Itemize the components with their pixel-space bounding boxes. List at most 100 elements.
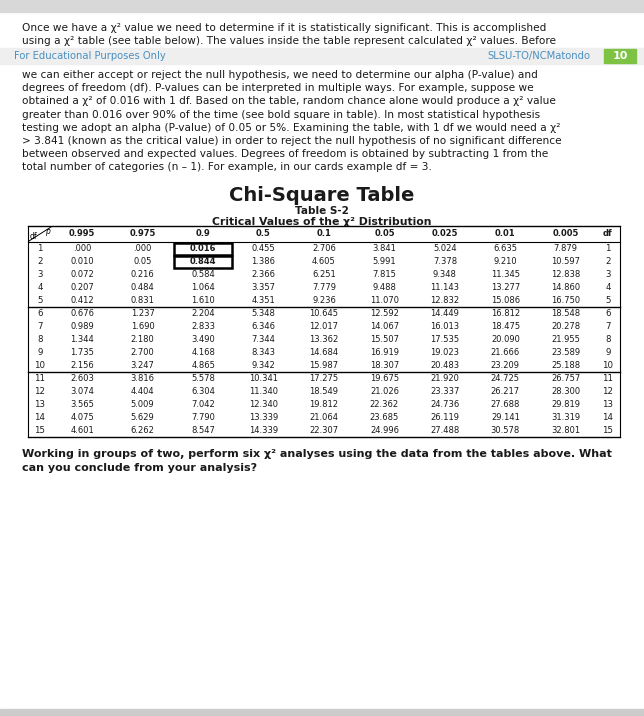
Text: 4.865: 4.865	[191, 361, 215, 370]
Text: df: df	[30, 232, 37, 241]
Text: 18.307: 18.307	[370, 361, 399, 370]
Text: 2: 2	[37, 257, 43, 266]
Text: 4.168: 4.168	[191, 348, 215, 357]
Text: 16.812: 16.812	[491, 309, 520, 318]
Text: 30.578: 30.578	[491, 426, 520, 435]
Text: 0.995: 0.995	[69, 230, 95, 238]
Text: 22.362: 22.362	[370, 400, 399, 409]
Text: 18.549: 18.549	[310, 387, 339, 396]
Text: 9: 9	[605, 348, 611, 357]
Text: 14.860: 14.860	[551, 283, 580, 292]
Text: 12: 12	[603, 387, 614, 396]
Text: .000: .000	[133, 244, 152, 253]
Text: 0.455: 0.455	[252, 244, 276, 253]
Text: 26.757: 26.757	[551, 374, 580, 383]
Text: 13: 13	[603, 400, 614, 409]
Text: 13.277: 13.277	[491, 283, 520, 292]
Text: 10.597: 10.597	[551, 257, 580, 266]
Text: 15: 15	[35, 426, 46, 435]
Bar	[0, 48, 644, 64]
Text: 12.832: 12.832	[430, 296, 459, 305]
Text: Critical Values of the χ² Distribution: Critical Values of the χ² Distribution	[213, 217, 431, 227]
Text: 0.9: 0.9	[196, 230, 211, 238]
Text: 29.819: 29.819	[551, 400, 580, 409]
Text: 7: 7	[37, 322, 43, 331]
Text: 3: 3	[605, 270, 611, 279]
Text: 21.666: 21.666	[491, 348, 520, 357]
Text: 10: 10	[603, 361, 614, 370]
Text: Chi-Square Table: Chi-Square Table	[229, 186, 415, 205]
Text: 5.629: 5.629	[131, 413, 155, 422]
Text: 9: 9	[37, 348, 43, 357]
Text: 14.449: 14.449	[430, 309, 459, 318]
Text: 0.989: 0.989	[70, 322, 94, 331]
Text: 1.064: 1.064	[191, 283, 215, 292]
Text: 5.009: 5.009	[131, 400, 155, 409]
Text: 1: 1	[605, 244, 611, 253]
Text: 14: 14	[35, 413, 46, 422]
Text: 10: 10	[612, 51, 628, 61]
Text: 26.217: 26.217	[491, 387, 520, 396]
Text: 0.831: 0.831	[131, 296, 155, 305]
Text: 11: 11	[35, 374, 46, 383]
Text: 7.378: 7.378	[433, 257, 457, 266]
Text: 0.025: 0.025	[431, 230, 458, 238]
Text: 0.05: 0.05	[133, 257, 152, 266]
Text: 10: 10	[35, 361, 46, 370]
Text: 19.812: 19.812	[310, 400, 339, 409]
Text: 21.064: 21.064	[310, 413, 339, 422]
Text: 12: 12	[35, 387, 46, 396]
Text: 9.342: 9.342	[252, 361, 276, 370]
Text: 12.340: 12.340	[249, 400, 278, 409]
Text: 20.278: 20.278	[551, 322, 580, 331]
Text: 1.690: 1.690	[131, 322, 155, 331]
Text: 5.578: 5.578	[191, 374, 215, 383]
Text: 2.706: 2.706	[312, 244, 336, 253]
Text: 21.955: 21.955	[551, 335, 580, 344]
Text: 32.801: 32.801	[551, 426, 580, 435]
Text: 1.386: 1.386	[252, 257, 276, 266]
Text: 18.548: 18.548	[551, 309, 580, 318]
Text: 14.684: 14.684	[309, 348, 339, 357]
Text: degrees of freedom (df). P-values can be interpreted in multiple ways. For examp: degrees of freedom (df). P-values can be…	[22, 83, 534, 93]
Text: 0.1: 0.1	[317, 230, 332, 238]
Text: 19.023: 19.023	[430, 348, 459, 357]
Text: 25.188: 25.188	[551, 361, 580, 370]
Text: 15.086: 15.086	[491, 296, 520, 305]
Text: 1: 1	[37, 244, 43, 253]
Text: 0.072: 0.072	[70, 270, 94, 279]
Text: 7.815: 7.815	[372, 270, 396, 279]
Text: 8: 8	[605, 335, 611, 344]
Text: 8.343: 8.343	[252, 348, 276, 357]
Text: 6.635: 6.635	[493, 244, 517, 253]
Text: 10.645: 10.645	[310, 309, 339, 318]
Text: 12.838: 12.838	[551, 270, 580, 279]
Text: 1.344: 1.344	[70, 335, 94, 344]
Text: we can either accept or reject the null hypothesis, we need to determine our alp: we can either accept or reject the null …	[22, 70, 538, 80]
Text: 8: 8	[37, 335, 43, 344]
Text: 0.016: 0.016	[190, 244, 216, 253]
Text: 0.412: 0.412	[70, 296, 94, 305]
Text: 16.013: 16.013	[430, 322, 459, 331]
Text: 0.01: 0.01	[495, 230, 516, 238]
Text: 7.344: 7.344	[252, 335, 276, 344]
Text: 4.601: 4.601	[70, 426, 94, 435]
Text: 5.348: 5.348	[252, 309, 276, 318]
Text: 7.879: 7.879	[554, 244, 578, 253]
Text: 2.156: 2.156	[70, 361, 94, 370]
Text: 29.141: 29.141	[491, 413, 520, 422]
Text: 11.340: 11.340	[249, 387, 278, 396]
Text: 21.920: 21.920	[430, 374, 459, 383]
Text: 18.475: 18.475	[491, 322, 520, 331]
Text: 9.488: 9.488	[372, 283, 396, 292]
Text: 1.735: 1.735	[70, 348, 94, 357]
Text: For Educational Purposes Only: For Educational Purposes Only	[14, 51, 166, 61]
Text: 3.490: 3.490	[191, 335, 215, 344]
Text: between observed and expected values. Degrees of freedom is obtained by subtract: between observed and expected values. De…	[22, 149, 548, 159]
Text: 7.042: 7.042	[191, 400, 215, 409]
Text: 4: 4	[605, 283, 611, 292]
Text: p: p	[45, 227, 50, 236]
Text: Table S-2: Table S-2	[295, 206, 349, 216]
Text: 0.05: 0.05	[374, 230, 395, 238]
Text: 23.589: 23.589	[551, 348, 580, 357]
